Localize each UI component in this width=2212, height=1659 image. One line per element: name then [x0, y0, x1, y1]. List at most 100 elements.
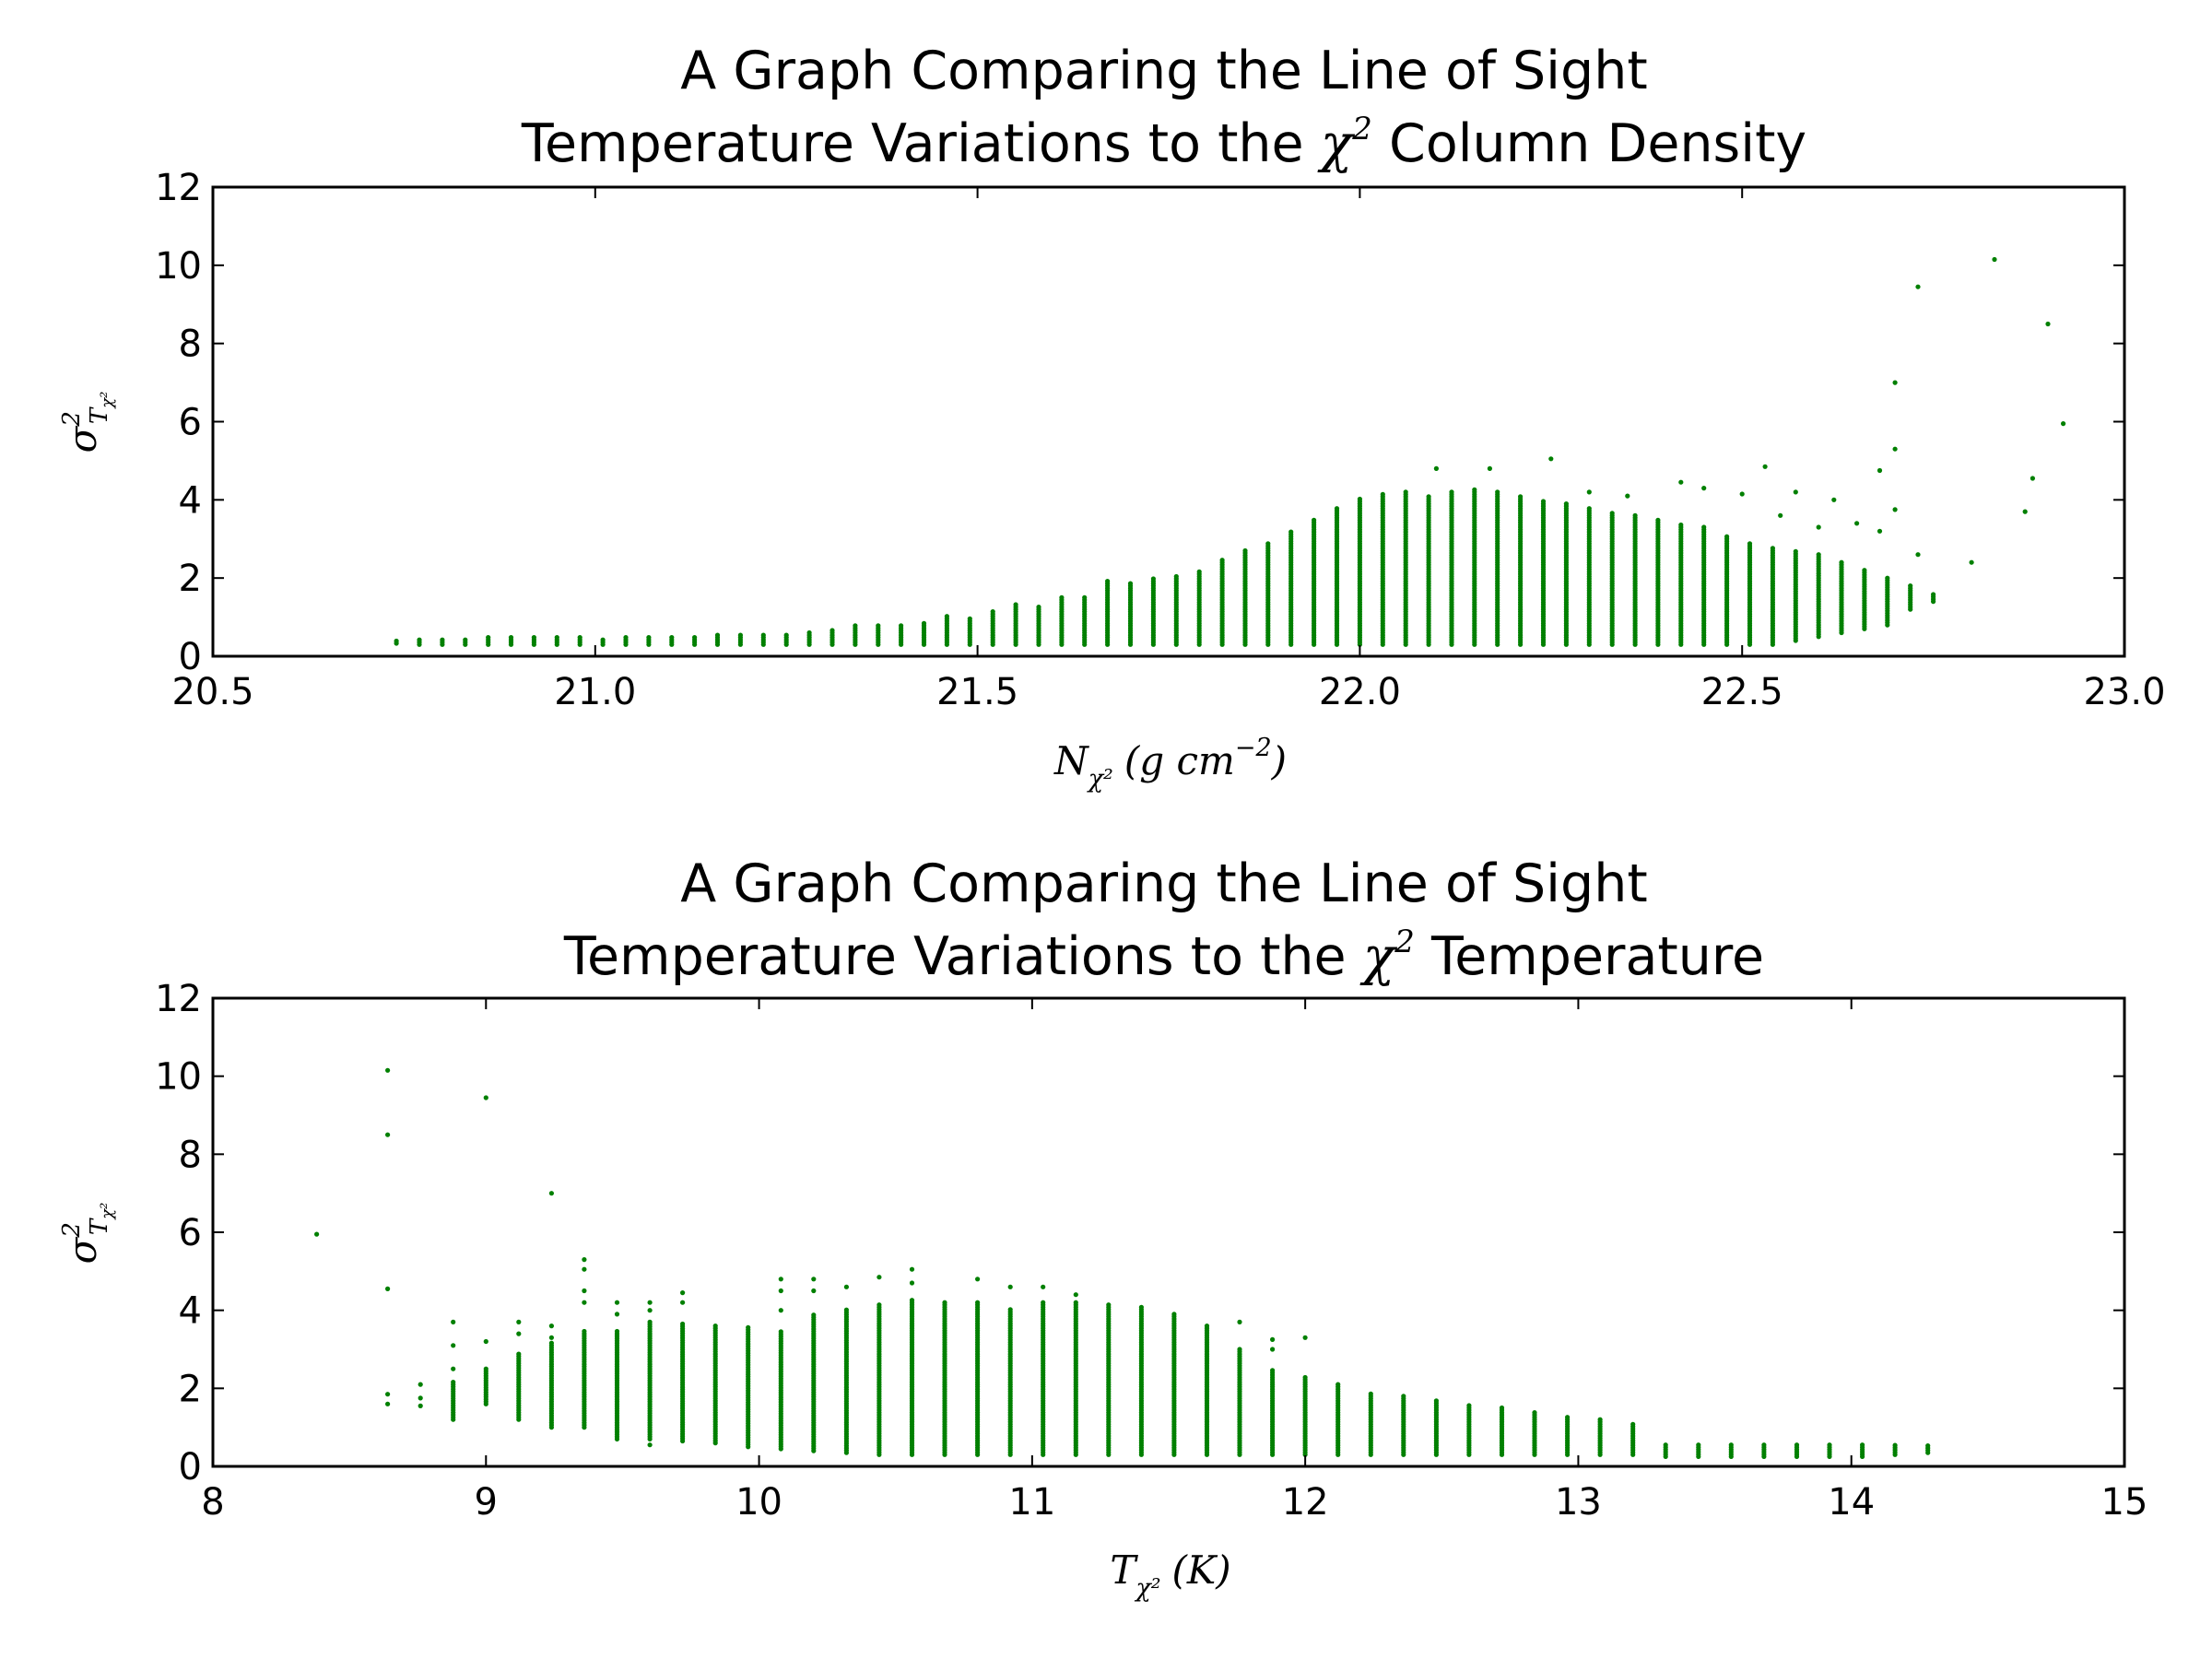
top-y-tick-label: 0	[179, 636, 202, 678]
data-point	[516, 1331, 522, 1336]
data-point	[1073, 1292, 1078, 1298]
bottom-x-tick-label: 10	[735, 1481, 782, 1524]
data-point	[1678, 522, 1684, 528]
top-y-tick-label: 2	[179, 558, 202, 600]
bottom-x-axis-label: Tχ² (K)	[1110, 1547, 1230, 1603]
top-x-tick-label: 22.5	[1701, 671, 1783, 713]
data-point	[1747, 541, 1753, 547]
data-point	[1770, 546, 1775, 551]
data-point	[1877, 467, 1883, 474]
data-point	[1969, 559, 1974, 565]
data-point	[1082, 594, 1088, 601]
data-point	[1237, 1347, 1242, 1352]
data-point	[1827, 1442, 1832, 1448]
data-point	[921, 620, 927, 627]
data-point	[1915, 552, 1921, 558]
data-point	[1007, 1284, 1013, 1289]
data-point	[1334, 506, 1340, 512]
data-point	[1499, 1405, 1505, 1411]
data-point	[1908, 583, 1913, 589]
data-point	[394, 638, 399, 644]
data-point	[1302, 1335, 1308, 1340]
bottom-x-tick-label: 14	[1828, 1481, 1875, 1524]
data-point	[451, 1343, 456, 1348]
data-point	[1925, 1443, 1931, 1449]
data-point	[483, 1095, 488, 1100]
bottom-chart: A Graph Comparing the Line of Sight Temp…	[58, 853, 2147, 1603]
bottom-y-axis-label: σ2Tχ²	[58, 1203, 117, 1265]
top-y-tick-label: 4	[179, 479, 202, 522]
top-x-ticks: 20.5 21.0 21.5 22.0 22.5 23.0	[171, 187, 2166, 713]
data-point	[385, 1392, 391, 1397]
data-point	[806, 629, 812, 636]
bottom-x-tick-label: 9	[475, 1481, 498, 1524]
bottom-y-tick-label: 8	[179, 1134, 202, 1176]
data-point	[975, 1300, 981, 1305]
data-point	[1701, 524, 1707, 530]
top-y-tick-label: 10	[155, 245, 202, 288]
data-point	[909, 1280, 915, 1286]
bottom-y-tick-label: 12	[155, 978, 202, 1020]
data-point	[1793, 548, 1798, 554]
data-point	[614, 1328, 620, 1335]
bottom-x-tick-label: 15	[2101, 1481, 2148, 1524]
data-point	[1335, 1382, 1341, 1387]
data-point	[1380, 491, 1385, 498]
data-point	[877, 1302, 882, 1308]
data-point	[1466, 1403, 1472, 1408]
data-point	[1041, 1300, 1046, 1305]
bottom-y-tick-label: 10	[155, 1056, 202, 1099]
data-point	[1013, 602, 1018, 607]
data-point	[647, 1308, 653, 1313]
bottom-y-tick-label: 0	[179, 1446, 202, 1488]
data-point	[1696, 1442, 1701, 1448]
data-point	[548, 1324, 555, 1329]
top-chart-title-line2: Temperature Variations to the χ2 Column …	[521, 111, 1806, 174]
data-point	[1630, 1421, 1636, 1427]
data-point	[385, 1132, 391, 1137]
bottom-plot-frame	[211, 996, 2126, 1468]
top-x-tick-label: 21.0	[554, 671, 636, 713]
data-point	[975, 1277, 981, 1282]
data-point	[614, 1300, 620, 1305]
data-point	[2061, 421, 2066, 427]
data-point	[942, 1300, 947, 1305]
data-point	[1892, 446, 1898, 452]
data-point	[1701, 486, 1707, 491]
bottom-x-tick-label: 11	[1008, 1481, 1055, 1524]
bottom-y-tick-label: 6	[179, 1212, 202, 1254]
data-point	[1487, 465, 1492, 471]
data-point	[486, 635, 491, 641]
data-point	[1270, 1368, 1276, 1373]
data-point	[843, 1284, 850, 1289]
data-point	[385, 1401, 391, 1406]
data-point	[899, 623, 904, 629]
data-point	[582, 1257, 587, 1263]
data-point	[1586, 506, 1592, 512]
top-y-axis-label: σ2Tχ²	[58, 392, 117, 453]
data-point	[1548, 456, 1554, 462]
bottom-x-tick-label: 12	[1282, 1481, 1329, 1524]
data-point	[830, 628, 835, 633]
data-point	[1892, 1442, 1898, 1448]
data-point	[1495, 489, 1500, 495]
bottom-x-ticks: 8 9 10 11 12 13 14 15	[201, 998, 2147, 1524]
top-chart-title-line1: A Graph Comparing the Line of Sight	[680, 41, 1647, 101]
data-point	[582, 1288, 587, 1294]
data-point	[737, 632, 744, 638]
data-point	[1449, 489, 1454, 495]
data-point	[1992, 256, 1997, 263]
top-x-tick-label: 23.0	[2083, 671, 2165, 713]
data-point	[646, 635, 652, 641]
data-point	[2030, 476, 2035, 481]
data-point	[647, 1319, 653, 1324]
data-point	[1655, 517, 1661, 524]
data-point	[451, 1319, 456, 1324]
data-point	[1242, 547, 1248, 554]
data-point	[623, 635, 629, 641]
data-point	[418, 1403, 423, 1408]
data-point	[1403, 489, 1408, 495]
data-point	[647, 1300, 653, 1305]
data-point	[548, 1335, 555, 1340]
bottom-chart-title-line1: A Graph Comparing the Line of Sight	[680, 853, 1647, 914]
